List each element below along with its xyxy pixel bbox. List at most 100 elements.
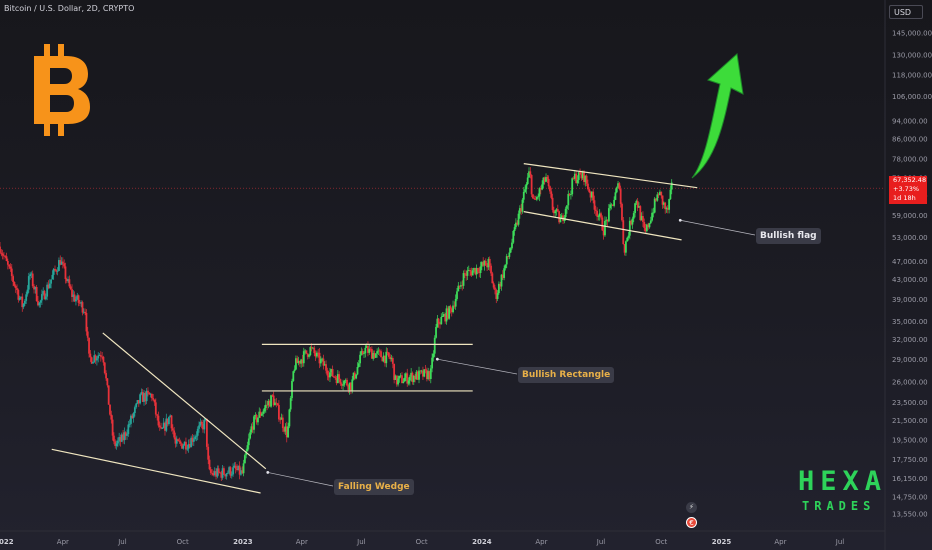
candle-body [360, 350, 363, 355]
candle-body [486, 265, 489, 268]
y-tick-label: 19,500.00 [892, 437, 928, 445]
candle-body [301, 359, 304, 364]
candle-body [55, 270, 58, 272]
candle-body [448, 306, 451, 319]
candle-body [669, 189, 672, 200]
candle-body [647, 224, 650, 228]
bullish-flag-leader [680, 219, 756, 236]
falling-wedge-label[interactable]: Falling Wedge [334, 479, 414, 495]
candle-body [166, 418, 169, 425]
candle-body [330, 369, 333, 373]
candle-body [344, 379, 347, 381]
candle-body [601, 217, 604, 231]
candle-body [158, 425, 161, 428]
candle-body [124, 432, 127, 436]
candle-body [560, 215, 563, 219]
candle-body [483, 260, 486, 266]
candle-body [386, 351, 389, 353]
candle-body [314, 353, 317, 357]
x-tick-label: Oct [177, 538, 189, 546]
candle-body [58, 260, 60, 271]
candle-body [147, 390, 149, 393]
pattern-trendline[interactable] [523, 211, 682, 241]
candle-body [653, 198, 656, 213]
currency-button[interactable]: USD [889, 5, 923, 19]
candle-body [507, 256, 509, 257]
candle-body [243, 455, 246, 464]
candle-body [254, 415, 257, 417]
candle-body [670, 182, 673, 190]
candle-body [43, 291, 46, 300]
candle-body [202, 423, 204, 430]
lightning-icon[interactable]: ⚡ [686, 502, 697, 513]
candle-body [240, 470, 242, 475]
candle-body [226, 472, 229, 474]
candle-body [348, 382, 351, 390]
candle-body [331, 369, 334, 377]
candle-body [643, 221, 646, 228]
candle-body [399, 375, 402, 377]
candle-body [102, 356, 105, 363]
candle-body [552, 210, 555, 214]
candle-body [446, 308, 449, 319]
candle-body [533, 198, 536, 200]
candle-body [431, 357, 434, 369]
candle-body [422, 370, 424, 377]
candle-body [423, 369, 426, 377]
candle-body [528, 171, 530, 178]
candle-body [204, 418, 207, 421]
candle-body [494, 287, 496, 290]
candle-body [217, 468, 220, 473]
candle-body [99, 355, 102, 357]
candle-body [583, 171, 585, 182]
candle-body [293, 369, 296, 372]
y-tick-label: 86,000.00 [892, 136, 928, 144]
candle-body [661, 195, 664, 205]
pattern-trendline[interactable] [102, 332, 267, 470]
candle-body [357, 363, 360, 367]
candle-body [639, 206, 642, 221]
candle-body [592, 191, 595, 201]
candle-body [411, 372, 414, 383]
candle-body [302, 351, 305, 364]
candle-body [71, 289, 73, 297]
candle-body [604, 220, 606, 236]
candle-body [215, 471, 217, 477]
candle-body [162, 422, 165, 429]
candle-body [477, 268, 479, 272]
candle-body [33, 286, 35, 290]
candle-body [221, 468, 224, 478]
candle-body [391, 358, 394, 364]
bullish-flag-label[interactable]: Bullish flag [756, 228, 821, 244]
candle-body [69, 286, 72, 290]
candle-body [194, 436, 197, 440]
candle-body [165, 418, 168, 431]
candle-body [405, 373, 407, 378]
bullish-rectangle-label[interactable]: Bullish Rectangle [518, 367, 615, 383]
candle-body [59, 260, 62, 265]
candle-body [515, 222, 517, 228]
candle-body [394, 375, 397, 380]
candle-body [50, 279, 52, 284]
candle-body [347, 385, 350, 390]
candle-body [183, 441, 186, 446]
candle-body [152, 398, 155, 400]
candle-body [457, 285, 460, 292]
x-tick-label: Jul [117, 538, 127, 546]
candle-body [516, 222, 519, 225]
candle-body [473, 268, 475, 271]
candle-body [185, 441, 187, 450]
candle-body [9, 266, 12, 269]
earnings-event-icon[interactable]: € [686, 517, 697, 528]
x-tick-label: Apr [57, 538, 69, 546]
pattern-trendline[interactable] [51, 448, 261, 494]
y-tick-label: 145,000.00 [892, 30, 932, 38]
y-tick-label: 17,750.00 [892, 456, 928, 464]
candle-body [605, 219, 608, 221]
candle-body [188, 444, 191, 448]
bullish-flag-anchor [678, 218, 682, 222]
candle-body [81, 302, 84, 313]
pattern-trendline[interactable] [523, 163, 698, 189]
candle-body [220, 472, 223, 478]
